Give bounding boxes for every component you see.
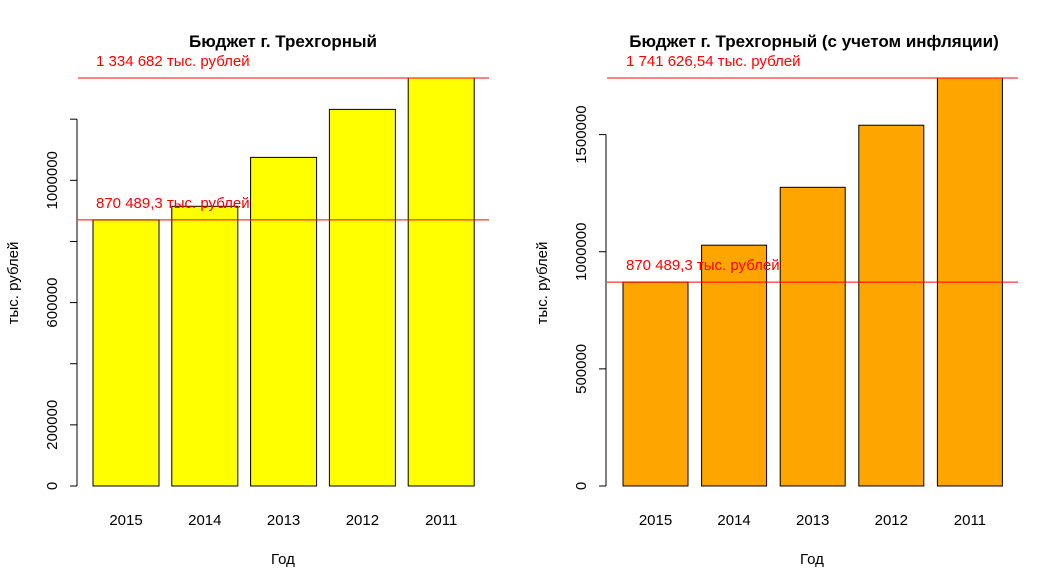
- y-tick-label: 1000000: [44, 151, 61, 209]
- y-tick-label: 600000: [44, 278, 61, 328]
- bar-2014: [171, 205, 239, 487]
- x-tick-label: 2012: [346, 512, 379, 529]
- chart-panel-1: Бюджет г. Трехгорный 2015 2014 2013 2012 2011…: [5, 32, 489, 568]
- x-tick-label: 2015: [109, 512, 142, 529]
- bar-2012: [858, 124, 925, 487]
- reference-line-label: 870 489,3 тыс. рублей: [626, 257, 780, 274]
- y-tick-label: 0: [44, 482, 61, 490]
- x-tick-label: 2014: [717, 512, 750, 529]
- y-axis-label: тыс. рублей: [534, 242, 551, 325]
- reference-line-label: 1 741 626,54 тыс. рублей: [626, 53, 800, 70]
- bar-2015: [92, 219, 160, 487]
- x-tick-label: 2011: [425, 512, 457, 529]
- chart-title: Бюджет г. Трехгорный: [189, 32, 377, 51]
- reference-line-label: 870 489,3 тыс. рублей: [96, 195, 250, 212]
- x-tick-label: 2014: [188, 512, 221, 529]
- bar-2011: [407, 77, 475, 487]
- chart-title: Бюджет г. Трехгорный (с учетом инфляции): [629, 32, 998, 51]
- bar-2015: [622, 281, 689, 487]
- y-tick-label: 200000: [44, 400, 61, 450]
- x-tick-label: 2012: [875, 512, 908, 529]
- x-tick-label: 2011: [954, 512, 986, 529]
- x-tick-label: 2015: [639, 512, 672, 529]
- chart-panel-2: Бюджет г. Трехгорный (с учетом инфляции)…: [534, 32, 1018, 568]
- y-tick-label: 0: [573, 482, 590, 490]
- bar-2013: [779, 186, 846, 487]
- y-tick-label: 500000: [573, 344, 590, 394]
- reference-line-label: 1 334 682 тыс. рублей: [96, 53, 250, 70]
- y-tick-label: 1000000: [573, 223, 590, 281]
- x-axis-label: Год: [800, 551, 824, 568]
- y-axis-label: тыс. рублей: [5, 242, 22, 325]
- y-tick-label: 1500000: [573, 105, 590, 163]
- bar-2014: [701, 244, 768, 487]
- x-tick-label: 2013: [796, 512, 829, 529]
- bar-2013: [250, 156, 318, 487]
- x-tick-label: 2013: [267, 512, 300, 529]
- bar-2012: [328, 108, 396, 487]
- x-axis-label: Год: [271, 551, 295, 568]
